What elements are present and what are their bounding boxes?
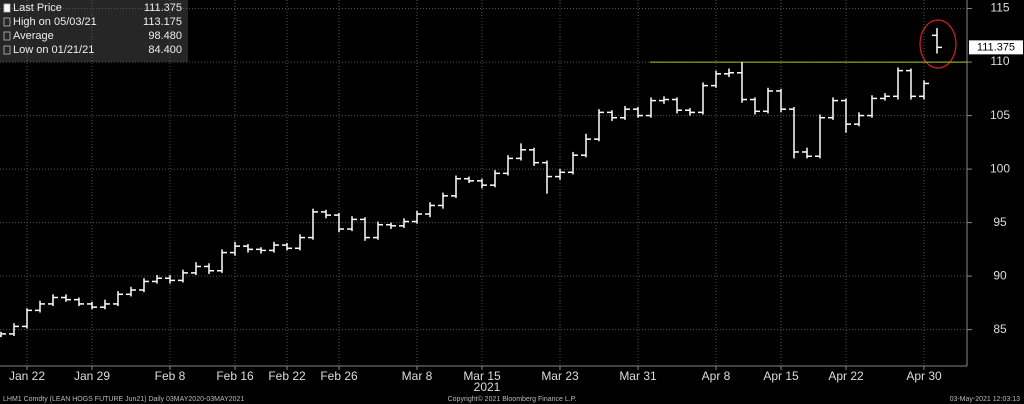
x-tick-label: Feb 16 (216, 369, 254, 383)
legend-name: Last Price (13, 2, 62, 14)
y-tick-label: 90 (993, 268, 1007, 282)
x-tick-label: Feb 26 (320, 369, 358, 383)
year-label: 2021 (474, 380, 501, 394)
x-tick-label: Apr 15 (763, 369, 799, 383)
y-tick-label: 100 (990, 161, 1010, 175)
y-tick-label: 105 (990, 108, 1010, 122)
legend-value: 84.400 (148, 44, 182, 56)
legend-value: 113.175 (143, 16, 182, 28)
x-tick-label: Apr 8 (702, 369, 731, 383)
x-tick-label: Feb 8 (155, 369, 186, 383)
x-tick-label: Mar 31 (619, 369, 657, 383)
legend-icon (3, 31, 11, 41)
y-tick-label: 115 (990, 1, 1009, 15)
legend-icon (3, 3, 11, 13)
legend-value: 98.480 (148, 30, 182, 42)
highlight-ellipse (919, 19, 957, 69)
x-tick-label: Jan 22 (9, 369, 45, 383)
legend-icon (3, 17, 11, 27)
y-tick-label: 85 (993, 322, 1007, 336)
last-price-box (969, 40, 1023, 55)
footer-right: 03-May-2021 12:03:13 (950, 396, 1021, 403)
x-tick-label: Mar 15 (463, 369, 501, 383)
x-tick-label: Feb 22 (268, 369, 306, 383)
y-tick-label: 95 (993, 215, 1007, 229)
x-tick-label: Apr 30 (906, 369, 942, 383)
y-tick-label: 110 (990, 54, 1009, 68)
x-tick-label: Mar 8 (402, 369, 433, 383)
legend-name: High on 05/03/21 (13, 16, 97, 28)
x-tick-label: Jan 29 (74, 369, 110, 383)
footer-left: LHM1 Comdty (LEAN HOGS FUTURE Jun21) Dai… (3, 396, 244, 403)
x-tick-label: Apr 22 (828, 369, 864, 383)
footer-center: Copyright© 2021 Bloomberg Finance L.P. (448, 395, 577, 403)
legend-name: Low on 01/21/21 (13, 44, 94, 56)
legend-icon (3, 45, 11, 55)
legend-box (0, 0, 188, 62)
x-tick-label: Mar 23 (541, 369, 579, 383)
legend-value: 111.375 (144, 2, 182, 14)
legend-name: Average (13, 30, 54, 42)
last-price-label: 111.375 (977, 41, 1015, 53)
